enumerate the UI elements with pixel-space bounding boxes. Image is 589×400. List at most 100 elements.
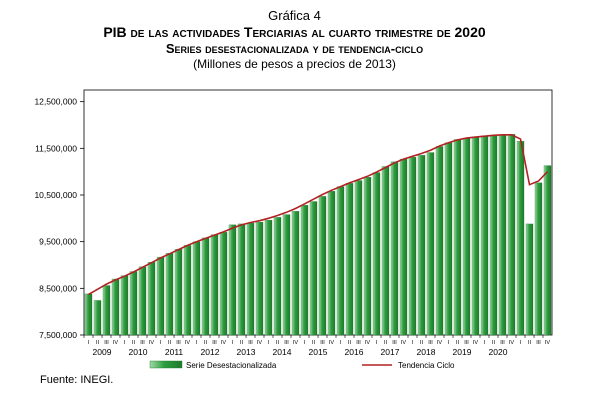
quarter-label: IV [365, 340, 371, 346]
source-note: Fuente: INEGI. [40, 374, 114, 386]
quarter-label: I [412, 340, 414, 346]
bar [156, 256, 165, 336]
quarter-label: II [96, 340, 100, 346]
bar [507, 134, 516, 336]
bar [516, 141, 525, 336]
quarter-label: I [340, 340, 342, 346]
year-label: 2020 [489, 347, 508, 357]
bar [84, 293, 93, 336]
quarter-label: IV [257, 340, 263, 346]
year-label: 2010 [129, 347, 148, 357]
bar [201, 237, 210, 336]
quarter-label: II [240, 340, 244, 346]
year-label: 2013 [237, 347, 256, 357]
quarter-label: II [384, 340, 388, 346]
chart-title: PIB de las actividades Terciarias al cua… [103, 24, 486, 40]
bar [336, 186, 345, 336]
quarter-label: II [168, 340, 172, 346]
year-label: 2015 [309, 347, 328, 357]
year-label: 2019 [453, 347, 472, 357]
bar [282, 214, 291, 336]
chart-title-block: Gráfica 4 PIB de las actividades Terciar… [0, 8, 589, 71]
y-tick-label: 8,500,000 [39, 283, 77, 293]
bar [471, 136, 480, 336]
legend-swatch-bars [149, 360, 183, 369]
quarter-label: I [448, 340, 450, 346]
quarter-label: III [500, 340, 505, 346]
y-tick-label: 7,500,000 [39, 330, 77, 340]
bar [228, 224, 237, 336]
bar [246, 222, 255, 336]
quarter-label: IV [185, 340, 191, 346]
quarter-label: III [356, 340, 361, 346]
quarter-label: I [232, 340, 234, 346]
bar [210, 234, 219, 336]
quarter-label: I [268, 340, 270, 346]
bar [120, 275, 129, 336]
bar [444, 142, 453, 336]
quarter-label: IV [221, 340, 227, 346]
quarter-label: IV [401, 340, 407, 346]
legend-label-trend: Tendencia Ciclo [398, 361, 455, 370]
bar [345, 183, 354, 336]
year-label: 2014 [273, 347, 292, 357]
bar [435, 146, 444, 336]
bar [93, 300, 102, 336]
quarter-label: III [428, 340, 433, 346]
quarter-label: II [528, 340, 532, 346]
bar [147, 262, 156, 336]
bar [408, 157, 417, 336]
bar [498, 134, 507, 336]
bar [534, 182, 543, 336]
bar [399, 158, 408, 336]
bar [480, 135, 489, 336]
quarter-label: II [312, 340, 316, 346]
bar [237, 223, 246, 336]
bar [426, 152, 435, 336]
quarter-label: IV [545, 340, 551, 346]
bar [138, 266, 147, 336]
bar [219, 232, 228, 336]
quarter-label: III [464, 340, 469, 346]
bar [417, 155, 426, 336]
bar [309, 201, 318, 336]
bar [453, 139, 462, 336]
quarter-label: II [348, 340, 352, 346]
quarter-label: III [536, 340, 541, 346]
bar [192, 241, 201, 336]
chart-subtitle: Series desestacionalizada y de tendencia… [165, 41, 424, 56]
quarter-label: I [124, 340, 126, 346]
bar [291, 211, 300, 336]
quarter-label: III [104, 340, 109, 346]
quarter-label: II [132, 340, 136, 346]
quarter-label: I [520, 340, 522, 346]
year-label: 2017 [381, 347, 400, 357]
bar [381, 166, 390, 336]
bar [264, 220, 273, 336]
quarter-label: III [176, 340, 181, 346]
quarter-label: III [248, 340, 253, 346]
year-label: 2009 [93, 347, 112, 357]
quarter-label: IV [329, 340, 335, 346]
quarter-label: I [304, 340, 306, 346]
year-label: 2011 [165, 347, 184, 357]
bar [183, 245, 192, 336]
y-tick-label: 9,500,000 [39, 237, 77, 247]
year-label: 2018 [417, 347, 436, 357]
quarter-label: III [140, 340, 145, 346]
bar [363, 177, 372, 336]
quarter-label: III [392, 340, 397, 346]
y-tick-label: 11,500,000 [35, 143, 77, 153]
bar [255, 221, 264, 336]
quarter-label: IV [437, 340, 443, 346]
quarter-label: III [212, 340, 217, 346]
chart-number: Gráfica 4 [268, 8, 321, 23]
y-tick-label: 10,500,000 [34, 190, 77, 200]
bar [102, 285, 111, 336]
quarter-label: II [276, 340, 280, 346]
quarter-label: IV [473, 340, 479, 346]
bar [111, 278, 120, 336]
bar [462, 137, 471, 336]
quarter-label: I [196, 340, 198, 346]
y-tick-label: 12,500,000 [34, 97, 77, 107]
